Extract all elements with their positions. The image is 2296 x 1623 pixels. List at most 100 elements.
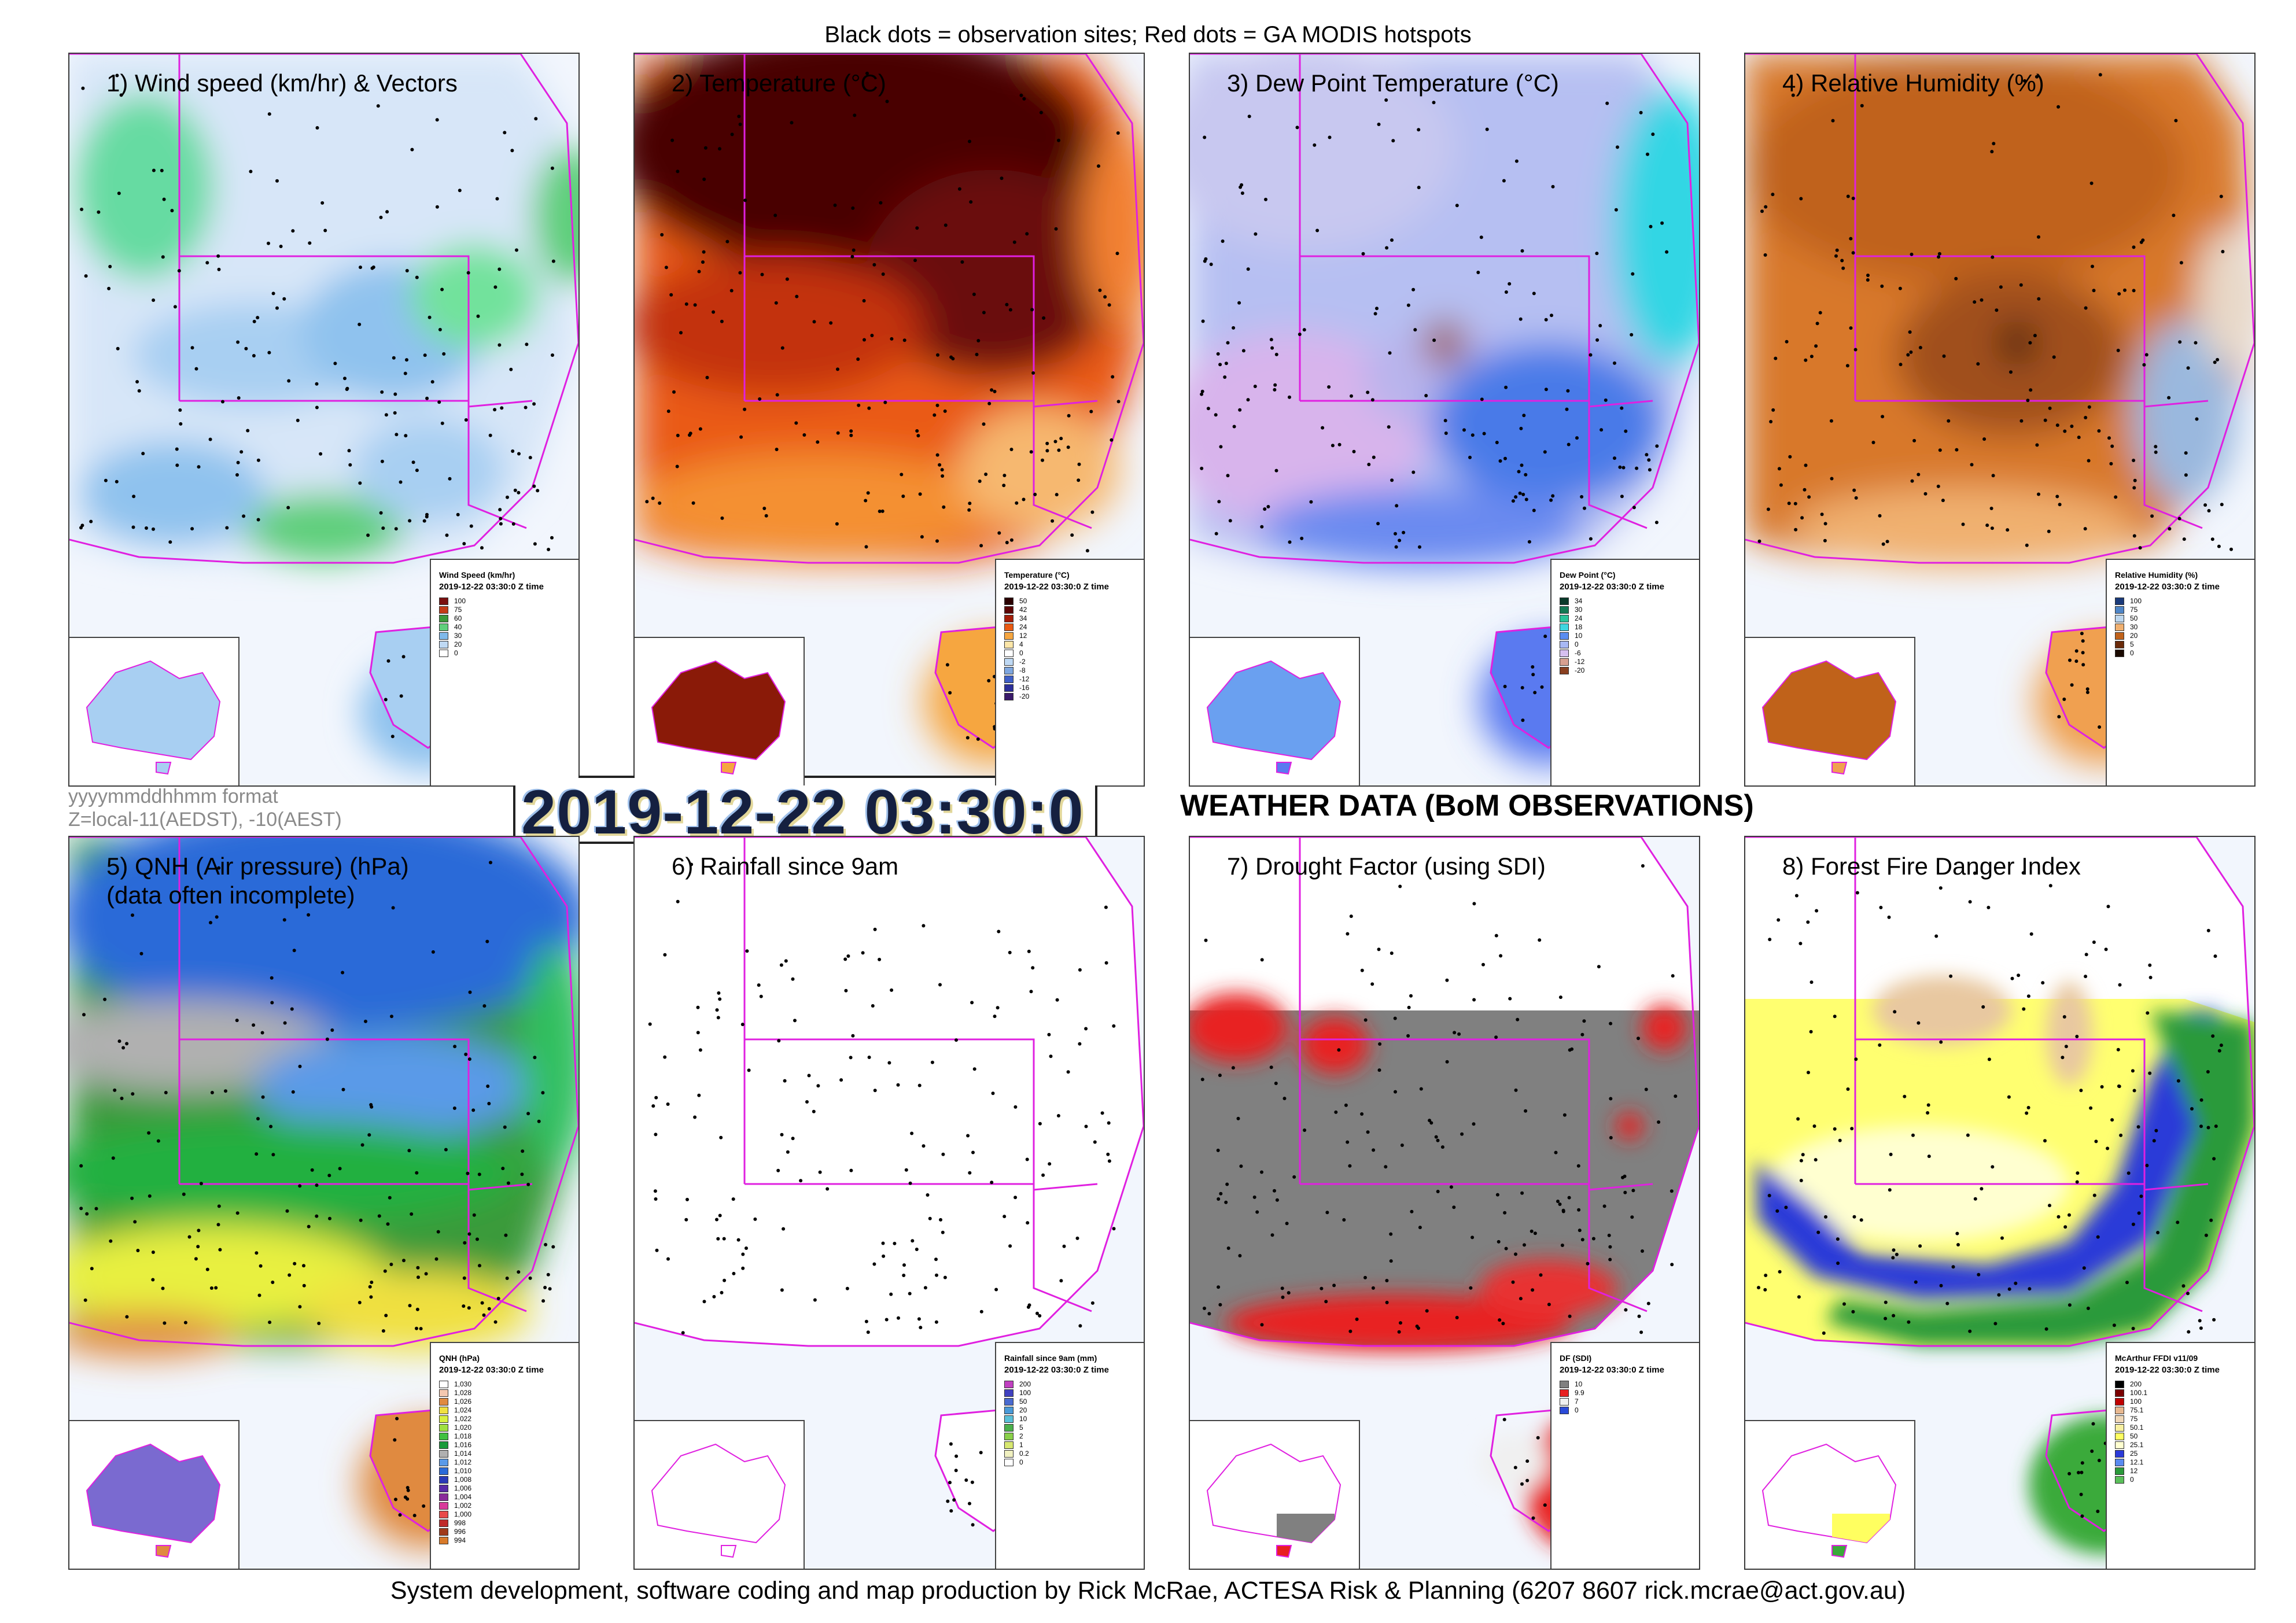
observation-site-dot [1613, 456, 1616, 460]
observation-site-dot [111, 1156, 115, 1160]
observation-site-dot [2229, 547, 2233, 551]
observation-site-dot [80, 208, 84, 211]
observation-site-dot [2057, 715, 2061, 719]
observation-site-dot [1576, 1164, 1580, 1168]
observation-site-dot [1815, 322, 1819, 326]
observation-site-dot [453, 1045, 457, 1049]
observation-site-dot [829, 321, 833, 325]
observation-site-dot [116, 346, 120, 351]
observation-site-dot [268, 1320, 272, 1325]
observation-site-dot [161, 1286, 165, 1290]
observation-site-dot [1533, 691, 1537, 695]
observation-site-dot [920, 535, 924, 539]
observation-site-dot [720, 1290, 724, 1294]
legend-item: 996 [439, 1528, 471, 1536]
observation-site-dot [719, 1135, 723, 1139]
observation-site-dot [298, 1184, 302, 1188]
observation-site-dot [405, 358, 408, 362]
observation-site-dot [2061, 1056, 2065, 1060]
legend-swatch [1004, 606, 1014, 614]
observation-site-dot [2062, 698, 2066, 701]
observation-site-dot [1799, 942, 1803, 946]
legend-label: 60 [454, 614, 462, 622]
observation-site-dot [137, 389, 141, 393]
observation-site-dot [758, 397, 762, 401]
observation-site-dot [1090, 510, 1094, 514]
inset-australia-map [69, 1420, 239, 1569]
observation-site-dot [452, 1106, 456, 1110]
observation-site-dot [969, 200, 973, 204]
observation-site-dot [298, 1064, 302, 1068]
observation-site-dot [235, 1019, 239, 1023]
observation-site-dot [2019, 419, 2024, 423]
observation-site-dot [1641, 864, 1645, 868]
datetime-box: 2019-12-22 03:30:0 [513, 776, 1097, 846]
observation-site-dot [944, 223, 948, 227]
observation-site-dot [370, 1281, 374, 1284]
observation-site-dot [1809, 980, 1814, 984]
observation-site-dot [1918, 346, 1922, 349]
legend-time: 2019-12-22 03:30:0 Z time [439, 582, 544, 592]
legend-item: 1,018 [439, 1432, 471, 1441]
observation-site-dot [345, 386, 349, 390]
observation-site-dot [901, 495, 905, 498]
observation-site-dot [805, 1100, 809, 1104]
observation-site-dot [1417, 128, 1421, 132]
observation-site-dot [1372, 455, 1376, 459]
observation-site-dot [1801, 1153, 1805, 1157]
legend-label: 12.1 [2130, 1458, 2144, 1466]
observation-site-dot [878, 957, 882, 961]
legend-swatch [1560, 667, 1569, 674]
legend-label: 200 [1019, 1380, 1031, 1388]
observation-site-dot [497, 267, 502, 271]
legend-item: 12 [1004, 632, 1029, 640]
observation-site-dot [717, 991, 721, 995]
observation-site-dot [1966, 1133, 1970, 1137]
observation-site-dot [2131, 1069, 2135, 1073]
observation-site-dot [949, 355, 953, 359]
observation-site-dot [1955, 1231, 1959, 1235]
observation-site-dot [2074, 659, 2078, 663]
observation-site-dot [1219, 445, 1223, 449]
legend-item: 1,016 [439, 1441, 471, 1449]
observation-site-dot [358, 481, 362, 485]
observation-site-dot [1607, 1233, 1611, 1237]
observation-site-dot [1774, 356, 1778, 360]
observation-site-dot [486, 1085, 490, 1088]
observation-site-dot [1350, 394, 1353, 398]
observation-site-dot [2181, 1284, 2186, 1288]
observation-site-dot [1266, 505, 1270, 508]
observation-site-dot [676, 899, 680, 903]
observation-site-dot [1003, 1215, 1007, 1219]
observation-site-dot [1620, 495, 1624, 499]
observation-site-dot [997, 929, 1001, 934]
observation-site-dot [1764, 205, 1768, 209]
legend-label: 1,018 [454, 1432, 472, 1440]
observation-site-dot [384, 413, 388, 417]
observation-site-dot [469, 524, 473, 528]
legend-label: 50 [2130, 1432, 2138, 1440]
observation-site-dot [1519, 317, 1523, 321]
observation-site-dot [141, 452, 145, 456]
observation-site-dot [423, 353, 427, 357]
inset-australia-map [1745, 637, 1915, 785]
observation-site-dot [1835, 248, 1839, 252]
observation-site-dot [394, 1497, 397, 1502]
observation-site-dot [965, 736, 970, 740]
observation-site-dot [960, 260, 964, 264]
observation-site-dot [1298, 333, 1302, 336]
observation-site-dot [259, 1264, 263, 1268]
observation-site-dot [762, 507, 766, 510]
observation-site-dot [379, 511, 383, 515]
observation-site-dot [1654, 521, 1659, 525]
observation-site-dot [1575, 436, 1579, 440]
observation-site-dot [517, 490, 521, 495]
observation-site-dot [1225, 1182, 1229, 1186]
observation-site-dot [1578, 1229, 1582, 1233]
observation-site-dot [917, 1317, 921, 1321]
observation-site-dot [117, 1039, 121, 1043]
observation-site-dot [1657, 1120, 1661, 1124]
observation-site-dot [2091, 264, 2094, 268]
observation-site-dot [487, 1102, 491, 1105]
observation-site-dot [1285, 1222, 1289, 1226]
